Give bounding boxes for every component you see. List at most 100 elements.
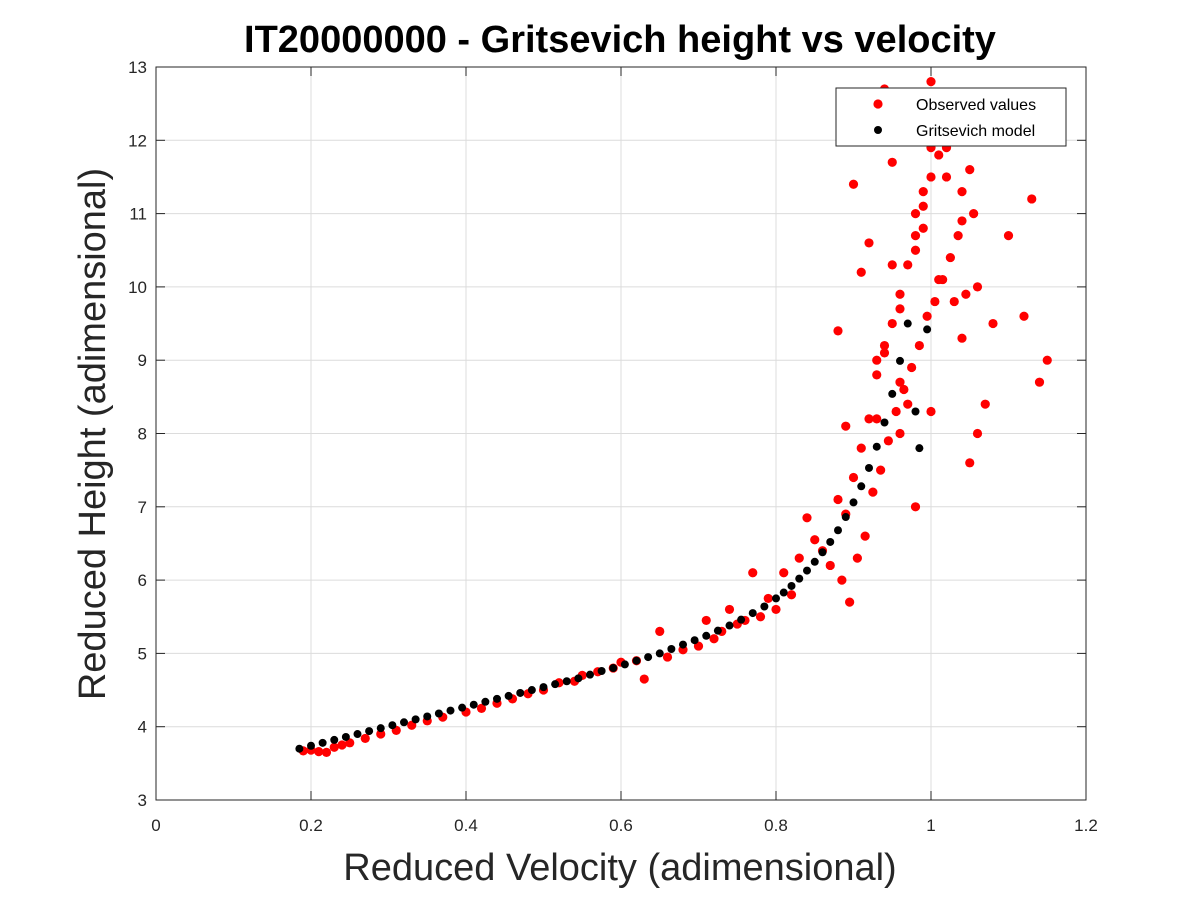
model-point xyxy=(818,548,827,557)
y-tick-label: 10 xyxy=(128,278,147,297)
model-point xyxy=(849,498,858,507)
chart-title: IT20000000 - Gritsevich height vs veloci… xyxy=(244,19,996,61)
observed-point xyxy=(953,230,963,241)
model-point xyxy=(458,703,467,712)
observed-point xyxy=(895,377,905,387)
observed-point xyxy=(872,414,882,424)
observed-point xyxy=(926,406,936,417)
model-point xyxy=(803,566,811,575)
observed-point xyxy=(876,465,886,475)
model-point xyxy=(779,588,788,597)
model-point xyxy=(295,744,304,753)
model-point xyxy=(446,706,455,715)
observed-point xyxy=(949,296,959,307)
y-tick-label: 4 xyxy=(138,718,147,737)
x-tick-label: 1 xyxy=(926,816,935,835)
model-point xyxy=(915,444,924,453)
data-points xyxy=(295,77,1052,757)
model-point xyxy=(896,356,904,365)
x-tick-label: 1.2 xyxy=(1074,816,1098,835)
observed-point xyxy=(825,560,835,571)
observed-point xyxy=(868,487,878,497)
observed-point xyxy=(755,612,766,622)
observed-point xyxy=(802,513,812,523)
model-point xyxy=(810,557,819,566)
observed-point xyxy=(961,289,971,299)
observed-point xyxy=(972,428,983,439)
y-tick-label: 7 xyxy=(138,498,147,517)
observed-point xyxy=(872,370,882,380)
observed-point xyxy=(655,626,665,637)
model-point xyxy=(493,694,501,703)
legend-entry-0: Observed values xyxy=(916,97,1036,114)
observed-point xyxy=(910,245,921,255)
observed-point xyxy=(879,348,890,358)
observed-point xyxy=(476,703,487,713)
y-tick-label: 11 xyxy=(129,205,147,224)
observed-point xyxy=(965,458,975,468)
legend-marker-1 xyxy=(874,126,882,134)
observed-point xyxy=(848,179,859,189)
observed-point xyxy=(965,165,975,175)
model-point xyxy=(679,640,687,649)
legend-box xyxy=(835,87,1067,147)
observed-point xyxy=(724,604,735,615)
observed-point xyxy=(910,209,921,219)
model-point xyxy=(872,442,881,451)
y-tick-label: 6 xyxy=(138,571,147,590)
model-point xyxy=(411,715,420,724)
observed-point xyxy=(969,209,979,219)
model-point xyxy=(376,724,385,733)
model-point xyxy=(880,418,889,427)
model-point xyxy=(516,688,525,697)
observed-point xyxy=(957,216,967,226)
observed-point xyxy=(926,77,936,87)
model-point xyxy=(504,691,513,700)
model-point xyxy=(725,621,734,630)
model-point xyxy=(857,482,866,491)
model-point xyxy=(620,660,629,669)
observed-point xyxy=(883,436,893,446)
observed-point xyxy=(763,593,773,604)
model-point xyxy=(795,574,804,583)
observed-point xyxy=(899,384,909,395)
observed-point xyxy=(794,553,804,563)
legend: Observed values Gritsevich model xyxy=(835,87,1067,147)
observed-point xyxy=(748,568,758,578)
tick-labels: 0 0.2 0.4 0.6 0.8 1 1.2 3 4 5 6 7 8 9 10 11 12 13 xyxy=(128,58,1098,835)
model-point xyxy=(481,697,490,706)
y-tick-label: 5 xyxy=(138,644,147,663)
model-point xyxy=(469,700,478,709)
model-point xyxy=(330,735,339,744)
model-point xyxy=(423,712,432,721)
observed-point xyxy=(887,260,897,270)
observed-point xyxy=(972,282,983,292)
observed-point xyxy=(918,187,928,197)
observed-point xyxy=(895,289,905,299)
model-point xyxy=(702,631,711,640)
observed-point xyxy=(376,729,386,739)
observed-point xyxy=(910,230,921,241)
x-axis-label: Reduced Velocity (adimensional) xyxy=(343,847,896,889)
model-point xyxy=(632,656,641,665)
series-1 xyxy=(295,319,932,753)
observed-point xyxy=(639,674,649,684)
model-point xyxy=(760,602,769,611)
observed-point xyxy=(903,260,913,270)
observed-point xyxy=(988,318,998,329)
observed-point xyxy=(771,604,781,615)
x-tick-label: 0.4 xyxy=(454,816,478,835)
observed-point xyxy=(662,652,673,662)
model-point xyxy=(527,686,536,695)
model-point xyxy=(586,670,594,679)
model-point xyxy=(690,636,699,645)
observed-point xyxy=(856,443,866,453)
model-point xyxy=(911,407,920,416)
observed-point xyxy=(1019,311,1029,321)
observed-point xyxy=(872,355,882,365)
axes xyxy=(155,66,1087,801)
model-point xyxy=(353,730,362,739)
y-tick-label: 12 xyxy=(128,131,147,150)
observed-point xyxy=(910,502,921,512)
